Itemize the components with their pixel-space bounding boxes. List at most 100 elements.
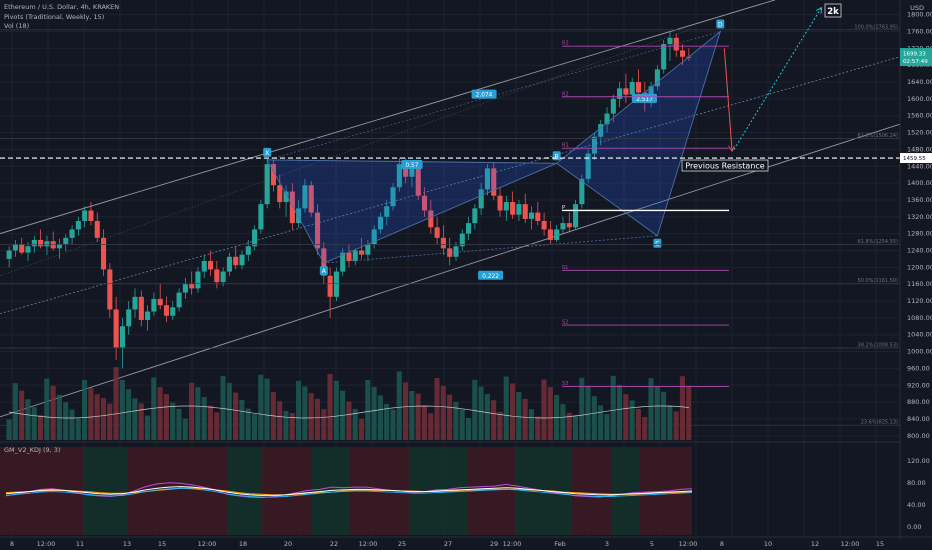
candle-body: [447, 248, 453, 257]
channel-lower-line: [0, 123, 901, 418]
candle-body: [566, 223, 572, 228]
candle-body: [101, 237, 107, 270]
time-tick-label: 12:00: [503, 540, 522, 548]
candle-body: [6, 250, 12, 259]
candle-body: [327, 275, 333, 297]
candle-body: [270, 164, 277, 186]
volume-bar: [264, 378, 270, 440]
candle-body: [654, 69, 660, 87]
candle-body: [478, 189, 484, 209]
candle-body: [415, 166, 421, 196]
candle-body: [207, 261, 214, 270]
volume-bar: [535, 416, 541, 440]
volume-bar: [579, 377, 585, 440]
pattern-ratio-label: 0.222: [482, 274, 499, 280]
volume-bar: [132, 398, 138, 440]
volume-bar: [226, 382, 232, 440]
resistance-label: Previous Resistance: [685, 162, 765, 171]
candle-body: [107, 269, 113, 310]
pivot-label-r1: R1: [562, 143, 569, 149]
volume-bar: [616, 385, 623, 440]
kdj-indicator-title: GM_V2_KDJ (9, 3): [4, 446, 61, 454]
time-tick-label: 8: [720, 540, 724, 548]
volume-bar: [138, 403, 144, 440]
kdj-d-line: [5, 487, 693, 496]
volume-bar: [63, 402, 69, 440]
candle-body: [421, 195, 428, 211]
volume-bar: [189, 382, 195, 440]
price-tick-label: 1080.00: [907, 314, 932, 322]
volume-bar: [453, 402, 459, 440]
time-tick-label: 27: [444, 540, 452, 548]
candle-body: [667, 37, 673, 45]
candle-body: [314, 212, 321, 249]
volume-bar: [69, 409, 75, 440]
candle-body: [503, 202, 509, 211]
volume-bar: [566, 412, 572, 440]
candle-body: [598, 124, 604, 137]
kdj-shade-block: [572, 447, 612, 535]
candle-body: [252, 229, 258, 247]
volume-bar: [478, 386, 484, 440]
time-tick-label: 3: [605, 540, 609, 548]
candle-body: [50, 241, 56, 249]
pattern-ratio-box: [471, 89, 497, 99]
volume-bar: [409, 391, 415, 440]
volume-bar: [12, 383, 18, 440]
price-tick-label: 1560.00: [907, 112, 932, 120]
kdj-tick-label: 80.00: [907, 479, 926, 487]
pivot-label-r3: R3: [562, 41, 569, 47]
time-tick-label: 18: [239, 540, 247, 548]
target-label: 2k: [827, 7, 839, 17]
volume-bar: [44, 378, 50, 440]
candle-body: [629, 82, 635, 95]
candle-body: [352, 250, 358, 262]
volume-bar: [176, 408, 182, 440]
volume-bar: [50, 385, 56, 440]
candle-body: [289, 191, 295, 224]
candle-body: [359, 250, 365, 255]
price-tick-label: 1240.00: [907, 246, 932, 254]
volume-bar: [302, 386, 308, 440]
volume-bar: [365, 380, 371, 440]
volume-bar: [201, 397, 207, 440]
candle-body: [591, 136, 597, 154]
candle-body: [484, 168, 491, 190]
candle-body: [226, 256, 232, 272]
pattern-point-c-box: [653, 238, 662, 248]
pattern-ratio-label: 0.57: [405, 163, 418, 169]
volume-bar: [182, 418, 188, 440]
price-tick-label: 1320.00: [907, 213, 932, 221]
volume-bar: [25, 399, 31, 440]
volume-bar: [428, 413, 434, 440]
volume-bar: [440, 386, 446, 440]
time-tick-label: 12:00: [37, 540, 56, 548]
channel-inner-line: [0, 29, 691, 277]
candle-body: [516, 204, 522, 215]
volume-bar: [591, 396, 597, 440]
volume-bar: [415, 393, 421, 440]
pivot-label-s2: S2: [562, 320, 568, 326]
volume-indicator-title: Vol (18): [4, 22, 30, 30]
candle-body: [82, 210, 88, 221]
volume-bar: [472, 379, 478, 440]
candle-body: [25, 246, 31, 253]
volume-bar: [245, 408, 251, 440]
volume-bar: [629, 400, 635, 440]
pattern-point-x-label: X: [265, 150, 269, 157]
volume-bar: [289, 413, 295, 440]
candle-body: [680, 50, 686, 57]
volume-bar: [522, 398, 528, 440]
volume-bar: [214, 412, 220, 440]
volume-bar: [572, 415, 579, 440]
candle-body: [466, 223, 472, 234]
volume-bar: [642, 417, 648, 440]
volume-bar: [585, 385, 591, 440]
time-tick-label: 29: [490, 540, 498, 548]
price-tick-label: 960.00: [907, 364, 930, 372]
candle-body: [302, 185, 308, 209]
volume-bar: [327, 374, 333, 440]
candle-body: [19, 244, 25, 253]
time-tick-label: 20: [284, 540, 292, 548]
